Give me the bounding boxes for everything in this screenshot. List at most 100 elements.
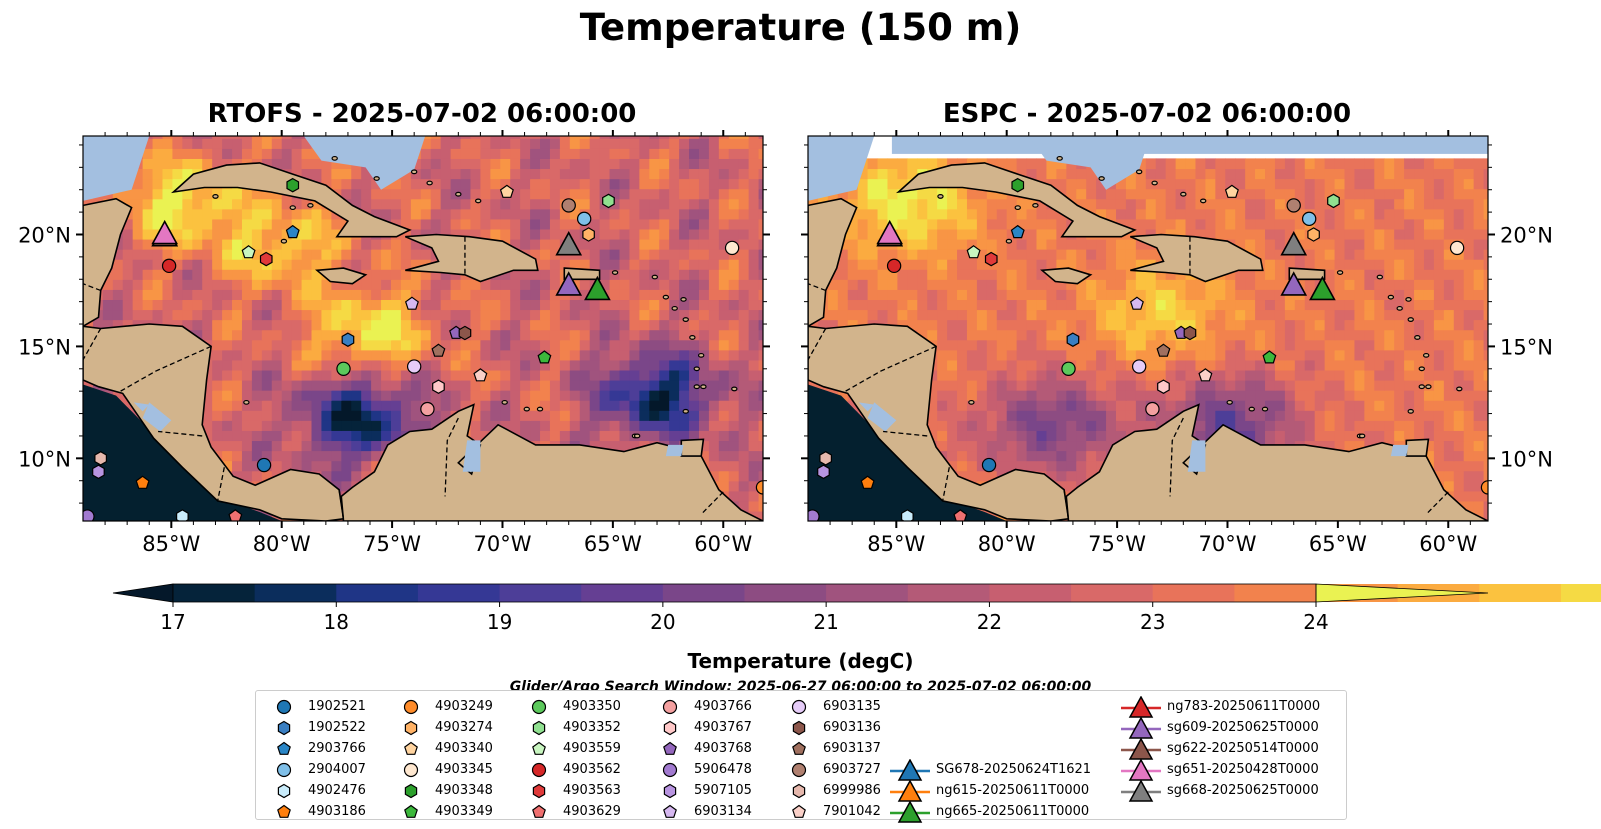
colorbar-tick-label: 19: [487, 610, 512, 634]
lake-nicaragua: [867, 402, 897, 432]
island: [212, 194, 219, 199]
colorbar-segment: [1234, 584, 1317, 602]
float-5906478: [808, 509, 820, 521]
float-4903340: [499, 184, 514, 198]
island: [1005, 238, 1013, 244]
legend-label: 6903136: [823, 720, 881, 735]
colorbar-tick-label: 17: [160, 610, 185, 634]
island: [1180, 191, 1187, 197]
legend-label: 4903345: [435, 762, 493, 777]
legend-marker: [276, 762, 292, 778]
colorbar-segment: [254, 584, 337, 602]
legend-label: 4903186: [308, 804, 366, 819]
colorbar-segment: [1152, 584, 1235, 602]
float-7901042: [473, 368, 488, 382]
island: [1422, 352, 1430, 358]
island: [1358, 433, 1366, 439]
colorbar-label: Temperature (degC): [687, 649, 914, 673]
legend: 1902521 1902522 2903766 2904007 4902476 49031…: [255, 690, 1347, 823]
legend-marker: [531, 699, 547, 715]
float-5906478: [83, 509, 95, 521]
legend-label: 4903352: [563, 720, 621, 735]
legend-marker: [277, 783, 291, 799]
legend-marker: [663, 783, 677, 799]
island: [455, 191, 462, 197]
land-jamaica: [1040, 267, 1093, 285]
island: [243, 399, 250, 405]
float-4903350: [336, 361, 351, 376]
island: [1199, 198, 1207, 204]
legend-label: 4902476: [308, 783, 366, 798]
x-tick-label: 80°W: [253, 532, 311, 556]
island: [1056, 155, 1063, 161]
island: [731, 386, 738, 392]
float-4902476: [900, 509, 914, 521]
float-4903186: [135, 475, 150, 489]
float-6903136: [458, 325, 472, 341]
pacific-cold-water: [83, 384, 282, 521]
border: [157, 430, 203, 437]
legend-marker: [532, 804, 546, 818]
float-6903727: [561, 198, 576, 213]
legend-glider-marker: [1128, 780, 1154, 802]
legend-marker: [404, 804, 418, 818]
float-4903348: [1011, 177, 1025, 193]
colorbar-segment: [417, 584, 501, 602]
legend-label: 6903727: [823, 762, 881, 777]
island: [1151, 180, 1158, 186]
island: [373, 176, 380, 181]
float-4903274: [582, 227, 595, 242]
legend-label: 4903629: [563, 804, 621, 819]
legend-label: 6903135: [823, 699, 881, 714]
float-1902522: [341, 332, 355, 347]
island: [671, 305, 678, 311]
legend-label: sg622-20250514T0000: [1167, 741, 1319, 756]
legend-label: ng665-20250611T0000: [936, 804, 1090, 819]
legend-marker: [277, 720, 291, 736]
legend-marker: [662, 699, 678, 715]
colorbar-tick-label: 22: [977, 610, 1002, 634]
x-tick-label: 70°W: [473, 532, 531, 556]
float-4903349: [1262, 350, 1277, 364]
land-cuba: [171, 162, 412, 238]
lake-paria: [1390, 444, 1409, 457]
float-4903629: [228, 509, 243, 521]
border: [1169, 417, 1184, 497]
float-7901042: [1198, 368, 1213, 382]
glider-sg651-20250428T0000: [876, 219, 904, 245]
legend-label: 4903562: [563, 762, 621, 777]
y-tick-label: 10°N: [1500, 447, 1553, 471]
legend-label: 6903134: [694, 804, 752, 819]
x-tick-label: 75°W: [363, 532, 421, 556]
island: [968, 399, 975, 405]
panel-title-rtofs: RTOFS - 2025-07-02 06:00:00: [207, 99, 637, 129]
float-4903559: [966, 245, 981, 259]
legend-marker: [792, 804, 806, 818]
legend-marker: [404, 783, 418, 799]
border: [808, 283, 826, 292]
float-6903135: [1131, 359, 1147, 374]
float-4903563: [984, 251, 998, 267]
x-tick-label: 60°W: [694, 532, 752, 556]
x-tick-label: 65°W: [584, 532, 642, 556]
island: [633, 433, 641, 439]
legend-label: 4903350: [563, 699, 621, 714]
legend-marker: [792, 783, 806, 799]
legend-marker: [791, 762, 807, 778]
island: [689, 335, 696, 340]
legend-label: 2904007: [308, 762, 366, 777]
island: [523, 406, 530, 412]
island: [331, 155, 338, 161]
float-4903350: [1061, 361, 1076, 376]
island: [1032, 202, 1039, 208]
border: [700, 491, 724, 515]
island: [693, 384, 700, 390]
island: [1414, 335, 1421, 340]
x-tick-label: 65°W: [1309, 532, 1367, 556]
float-1902521: [256, 457, 272, 473]
colorbar-tick-label: 21: [813, 610, 838, 634]
lake-maracaibo: [1187, 440, 1206, 472]
legend-marker: [532, 741, 546, 755]
legend-label: ng783-20250611T0000: [1167, 699, 1321, 714]
float-4903249: [755, 480, 763, 495]
